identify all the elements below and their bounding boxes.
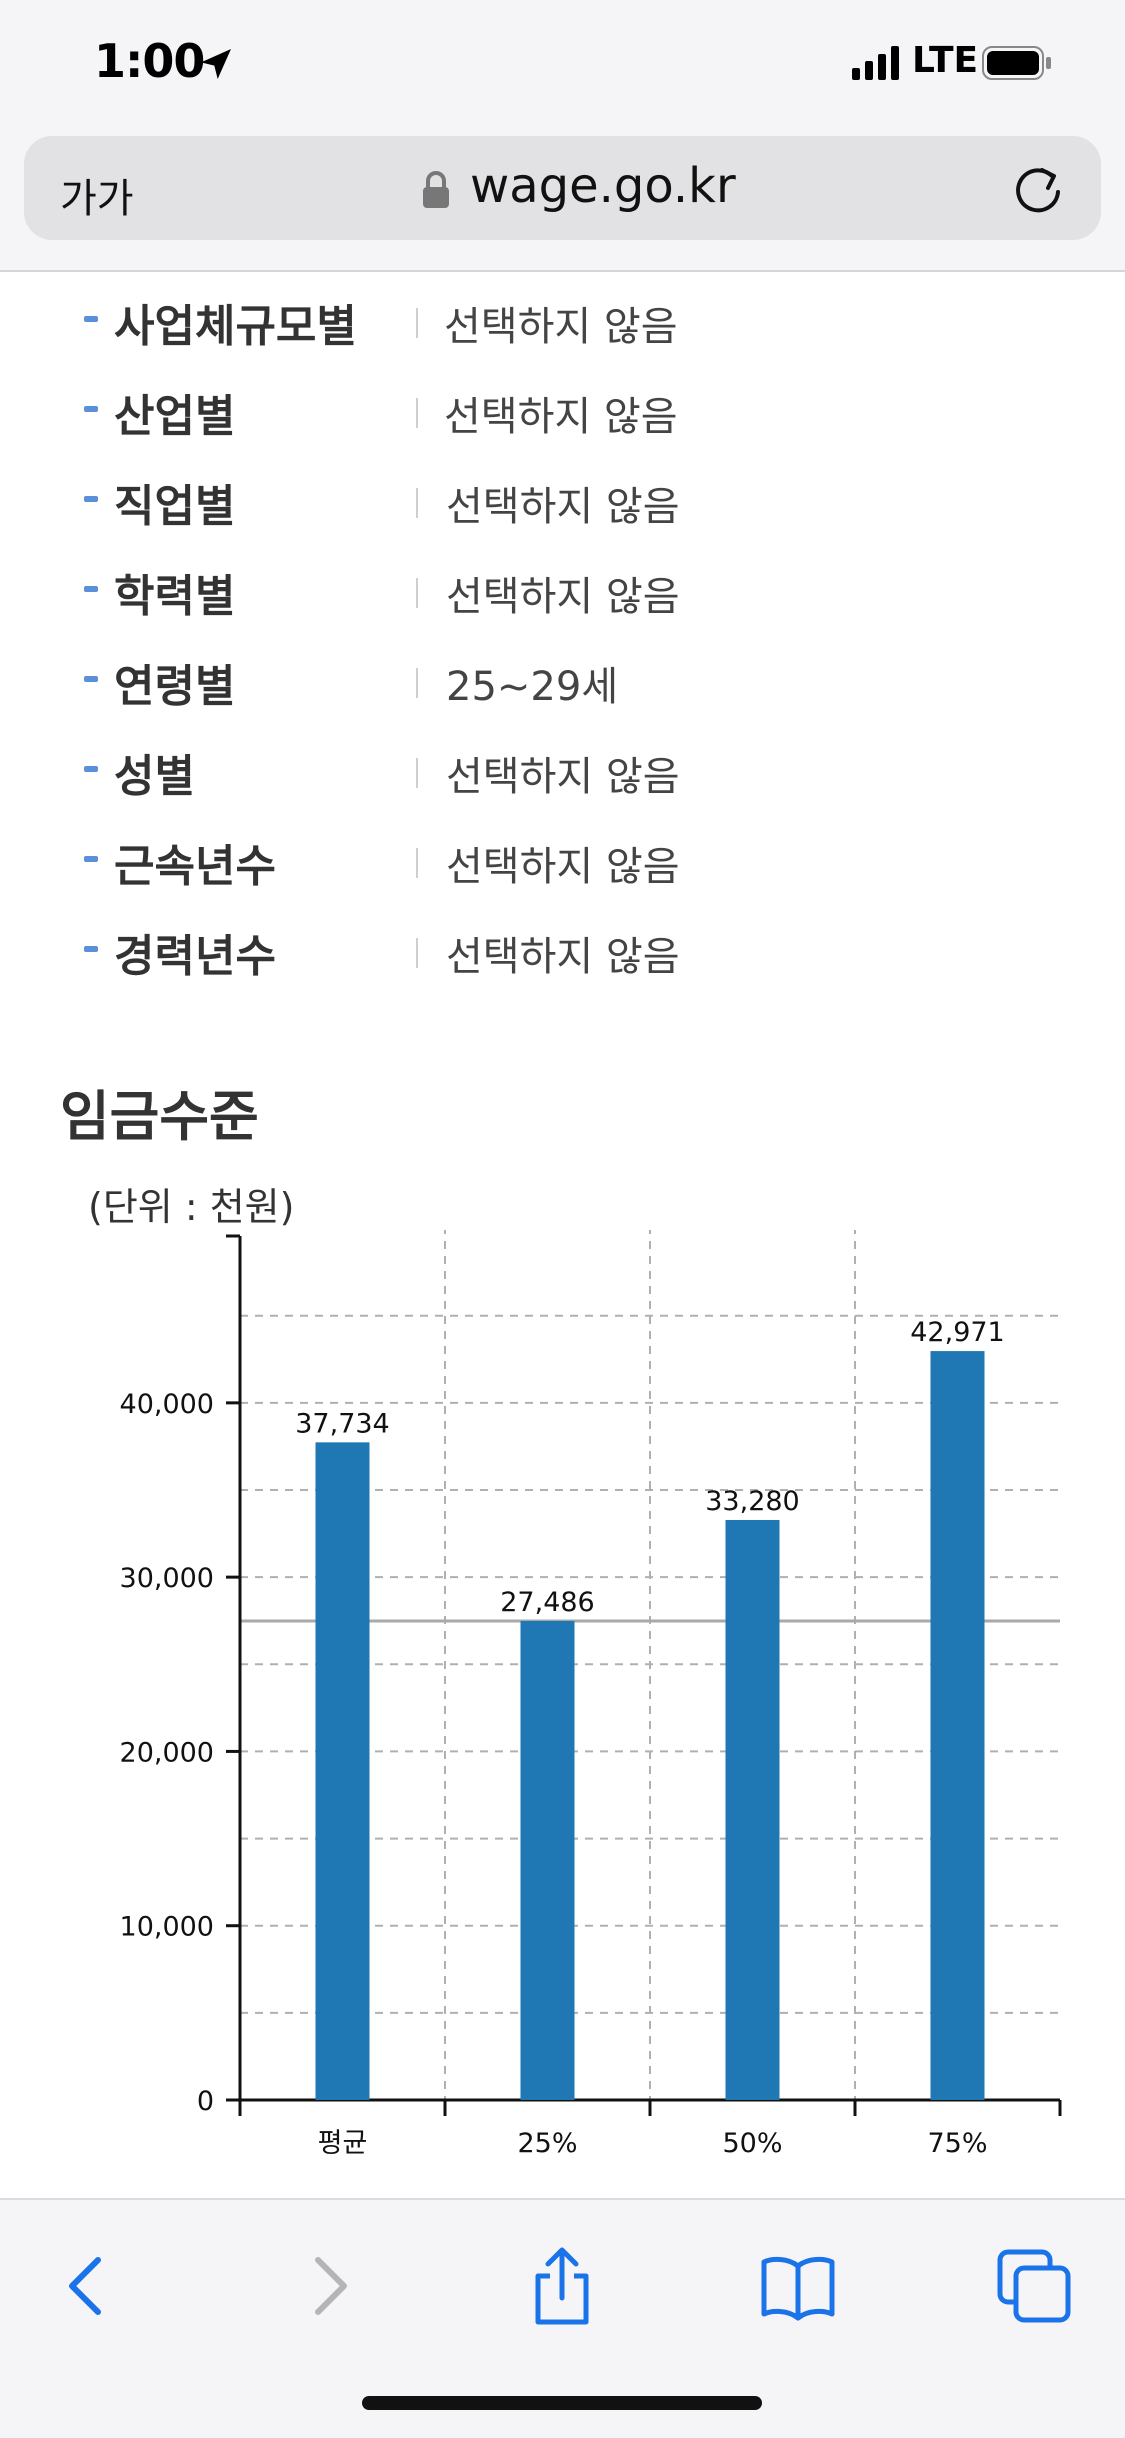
- filter-value: 선택하지 않음: [444, 394, 678, 440]
- bullet-icon: [84, 766, 98, 772]
- bullet-icon: [84, 406, 98, 412]
- filter-label: 연령별: [114, 661, 236, 712]
- bullet-icon: [84, 856, 98, 862]
- status-bar: 1:00 LTE: [0, 0, 1125, 130]
- divider: [416, 398, 418, 428]
- x-tick-label: 25%: [517, 2128, 577, 2159]
- bar-value-label: 37,734: [295, 1408, 389, 1439]
- browser-address-area: 가가 wage.go.kr: [0, 130, 1125, 272]
- filter-label: 학력별: [114, 571, 236, 622]
- bar-value-label: 42,971: [910, 1317, 1004, 1348]
- location-arrow-icon: [201, 49, 231, 79]
- filter-label: 경력년수: [114, 931, 276, 982]
- divider: [416, 578, 418, 608]
- divider: [416, 668, 418, 698]
- filter-row-industry: 산업별 선택하지 않음: [0, 362, 1125, 452]
- y-tick-label: 20,000: [120, 1737, 214, 1768]
- filter-row-age: 연령별 25~29세: [0, 632, 1125, 722]
- filter-value: 선택하지 않음: [446, 934, 680, 980]
- filter-row-occupation: 직업별 선택하지 않음: [0, 452, 1125, 542]
- back-icon[interactable]: [46, 2246, 126, 2326]
- filter-value: 선택하지 않음: [446, 844, 680, 890]
- forward-icon[interactable]: [290, 2246, 370, 2326]
- bar-value-label: 27,486: [500, 1587, 594, 1618]
- bar: [520, 1620, 575, 2100]
- divider: [416, 848, 418, 878]
- bullet-icon: [84, 316, 98, 322]
- page-settings-button[interactable]: 가가: [60, 176, 134, 222]
- bullet-icon: [84, 946, 98, 952]
- status-time: 1:00: [94, 34, 205, 88]
- bullet-icon: [84, 676, 98, 682]
- bar-value-label: 33,280: [705, 1486, 799, 1517]
- wage-bar-chart: 0 10,000 20,000 30,000 40,000 37,734 평균 27,486 2…: [120, 1230, 1062, 2159]
- divider: [416, 758, 418, 788]
- filter-label: 직업별: [114, 481, 236, 532]
- x-tick-label: 75%: [927, 2128, 987, 2159]
- battery-icon: [982, 46, 1051, 80]
- filter-label: 산업별: [114, 391, 236, 442]
- filter-value: 선택하지 않음: [444, 304, 678, 350]
- divider: [416, 938, 418, 968]
- address-bar[interactable]: 가가 wage.go.kr: [24, 136, 1101, 240]
- filter-label: 성별: [114, 751, 195, 802]
- tabs-icon[interactable]: [994, 2246, 1074, 2326]
- url-text[interactable]: wage.go.kr: [470, 158, 736, 214]
- reload-icon[interactable]: [1008, 160, 1068, 220]
- y-tick-label: 40,000: [120, 1389, 214, 1420]
- filter-value: 선택하지 않음: [446, 754, 680, 800]
- filter-value: 25~29세: [446, 664, 619, 710]
- filter-row-tenure: 근속년수 선택하지 않음: [0, 812, 1125, 902]
- home-indicator: [362, 2396, 762, 2410]
- bullet-icon: [84, 496, 98, 502]
- bullet-icon: [84, 586, 98, 592]
- carrier-label: LTE: [912, 40, 979, 81]
- bar: [930, 1351, 985, 2100]
- x-tick-label: 평균: [318, 2128, 368, 2159]
- filter-row-company-size: 사업체규모별 선택하지 않음: [0, 272, 1125, 362]
- cellular-signal-icon: [852, 46, 899, 80]
- bookmarks-icon[interactable]: [758, 2246, 838, 2326]
- section-title: 임금수준: [60, 1085, 259, 1148]
- divider: [416, 488, 418, 518]
- filter-row-education: 학력별 선택하지 않음: [0, 542, 1125, 632]
- filter-row-gender: 성별 선택하지 않음: [0, 722, 1125, 812]
- filter-row-experience: 경력년수 선택하지 않음: [0, 902, 1125, 992]
- bar: [315, 1442, 370, 2100]
- x-tick-label: 50%: [722, 2128, 782, 2159]
- lock-icon: [423, 171, 449, 208]
- y-tick-label: 30,000: [120, 1563, 214, 1594]
- filter-value: 선택하지 않음: [446, 484, 680, 530]
- bar: [725, 1519, 780, 2100]
- y-tick-label: 0: [197, 2086, 214, 2117]
- y-tick-label: 10,000: [120, 1912, 214, 1943]
- filter-label: 사업체규모별: [114, 301, 357, 352]
- unit-label: (단위 : 천원): [88, 1185, 295, 1229]
- filter-label: 근속년수: [114, 841, 276, 892]
- filter-value: 선택하지 않음: [446, 574, 680, 620]
- divider: [416, 308, 418, 338]
- share-icon[interactable]: [522, 2246, 602, 2326]
